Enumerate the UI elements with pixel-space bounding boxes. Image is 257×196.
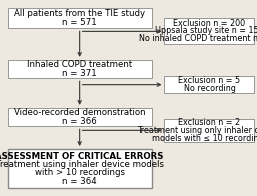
Text: ASSESSMENT OF CRITICAL ERRORS: ASSESSMENT OF CRITICAL ERRORS — [0, 152, 164, 161]
Text: n = 571: n = 571 — [62, 18, 97, 27]
FancyBboxPatch shape — [8, 60, 152, 78]
Text: Treatment using inhaler device models: Treatment using inhaler device models — [0, 160, 164, 169]
Text: Exclusion n = 2: Exclusion n = 2 — [178, 118, 241, 127]
Text: No recording: No recording — [183, 84, 235, 93]
Text: models with ≤ 10 recordings: models with ≤ 10 recordings — [152, 134, 257, 143]
Text: All patients from the TIE study: All patients from the TIE study — [14, 9, 145, 18]
Text: Inhaled COPD treatment: Inhaled COPD treatment — [27, 60, 132, 69]
Text: n = 364: n = 364 — [62, 177, 97, 186]
FancyBboxPatch shape — [8, 149, 152, 188]
FancyBboxPatch shape — [8, 108, 152, 126]
FancyBboxPatch shape — [164, 18, 254, 44]
Text: No inhaled COPD treatment n = 50: No inhaled COPD treatment n = 50 — [139, 34, 257, 43]
Text: n = 366: n = 366 — [62, 117, 97, 126]
Text: Exclusion n = 5: Exclusion n = 5 — [178, 76, 241, 85]
FancyBboxPatch shape — [164, 119, 254, 142]
Text: Treatment using only inhaler device: Treatment using only inhaler device — [137, 126, 257, 135]
Text: Video-recorded demonstration: Video-recorded demonstration — [14, 108, 145, 117]
Text: Uppsala study site n = 150: Uppsala study site n = 150 — [155, 26, 257, 35]
Text: n = 371: n = 371 — [62, 69, 97, 78]
Text: with > 10 recordings: with > 10 recordings — [35, 168, 125, 177]
Text: Exclusion n = 200: Exclusion n = 200 — [173, 19, 245, 28]
FancyBboxPatch shape — [164, 76, 254, 93]
FancyBboxPatch shape — [8, 8, 152, 28]
